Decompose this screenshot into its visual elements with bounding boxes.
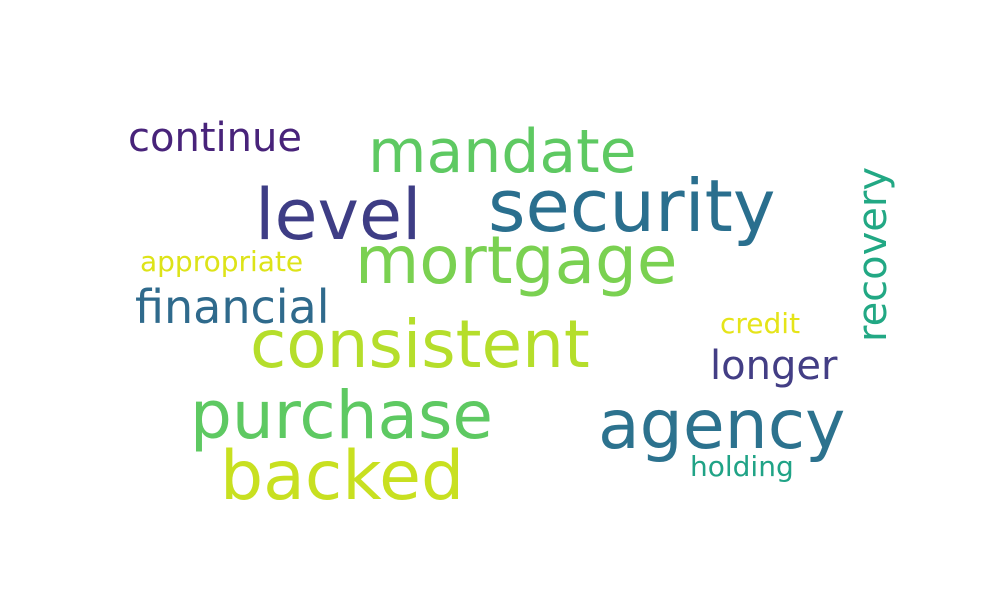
word-level: level xyxy=(255,174,422,256)
word-credit: credit xyxy=(720,307,801,340)
word-consistent: consistent xyxy=(250,306,590,383)
word-longer: longer xyxy=(710,343,838,389)
word-backed: backed xyxy=(220,437,465,516)
word-financial: financial xyxy=(135,280,330,334)
word-appropriate: appropriate xyxy=(140,245,304,278)
word-agency: agency xyxy=(598,386,846,465)
word-recovery: recovery xyxy=(850,166,896,342)
word-mortgage: mortgage xyxy=(355,222,678,299)
word-security: security xyxy=(488,164,776,248)
word-holding: holding xyxy=(690,450,794,483)
word-purchase: purchase xyxy=(190,377,493,454)
word-mandate: mandate xyxy=(368,117,637,187)
word-continue: continue xyxy=(128,115,302,161)
